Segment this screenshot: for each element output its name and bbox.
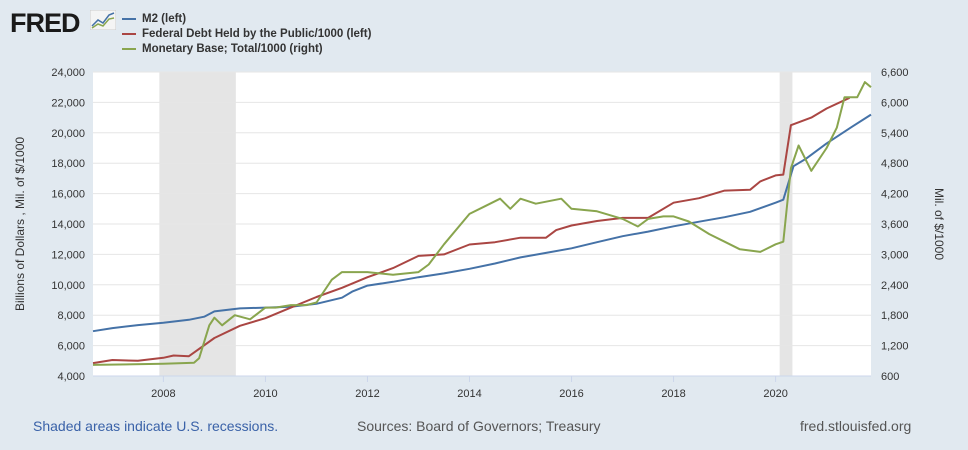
- x-tick-label: 2010: [253, 388, 277, 400]
- left-tick-label: 12,000: [51, 249, 85, 261]
- legend-label: M2 (left): [142, 13, 187, 25]
- x-tick-label: 2012: [355, 388, 379, 400]
- left-tick-label: 10,000: [51, 280, 85, 292]
- legend-item-base[interactable]: Monetary Base; Total/1000 (right): [122, 43, 323, 55]
- right-tick-label: 6,000: [881, 97, 909, 109]
- series-line-monetary-base: [92, 81, 872, 366]
- series-line-m2: [92, 113, 872, 333]
- right-tick-label: 4,200: [881, 189, 909, 201]
- x-tick-label: 2018: [661, 388, 685, 400]
- x-tick-label: 2016: [559, 388, 583, 400]
- legend-swatch: [122, 48, 136, 50]
- fred-logo[interactable]: FRED: [10, 8, 80, 38]
- right-tick-label: 3,600: [881, 219, 909, 231]
- left-tick-label: 20,000: [51, 128, 85, 140]
- left-tick-label: 8,000: [57, 310, 85, 322]
- right-tick-label: 2,400: [881, 280, 909, 292]
- legend-label: Monetary Base; Total/1000 (right): [142, 43, 323, 55]
- right-tick-label: 5,400: [881, 128, 909, 140]
- recessions-note-link[interactable]: Shaded areas indicate U.S. recessions.: [33, 418, 279, 434]
- x-tick-label: 2020: [763, 388, 787, 400]
- left-tick-label: 14,000: [51, 219, 85, 231]
- legend-swatch: [122, 18, 136, 20]
- legend-item-m2[interactable]: M2 (left): [122, 13, 186, 25]
- y-axis-label-left: Billions of Dollars , Mil. of $/1000: [13, 137, 27, 311]
- legend-swatch: [122, 33, 136, 35]
- sources-text: Sources: Board of Governors; Treasury: [357, 418, 601, 434]
- left-tick-label: 16,000: [51, 189, 85, 201]
- right-tick-label: 600: [881, 371, 899, 383]
- right-tick-label: 3,000: [881, 249, 909, 261]
- left-tick-label: 24,000: [51, 67, 85, 79]
- x-tick-label: 2014: [457, 388, 481, 400]
- series-line-federal-debt: [92, 96, 851, 365]
- right-tick-label: 1,800: [881, 310, 909, 322]
- left-tick-label: 22,000: [51, 97, 85, 109]
- right-tick-label: 6,600: [881, 67, 909, 79]
- left-tick-label: 18,000: [51, 158, 85, 170]
- site-link[interactable]: fred.stlouisfed.org: [800, 418, 912, 434]
- right-tick-label: 1,200: [881, 341, 909, 353]
- left-tick-label: 6,000: [57, 341, 85, 353]
- y-axis-label-right: Mil. of $/1000: [932, 188, 946, 260]
- legend-item-debt[interactable]: Federal Debt Held by the Public/1000 (le…: [122, 28, 371, 40]
- left-tick-label: 4,000: [57, 371, 85, 383]
- chart-logo-icon: [90, 10, 116, 30]
- legend-label: Federal Debt Held by the Public/1000 (le…: [142, 28, 372, 40]
- x-tick-label: 2008: [151, 388, 175, 400]
- right-tick-label: 4,800: [881, 158, 909, 170]
